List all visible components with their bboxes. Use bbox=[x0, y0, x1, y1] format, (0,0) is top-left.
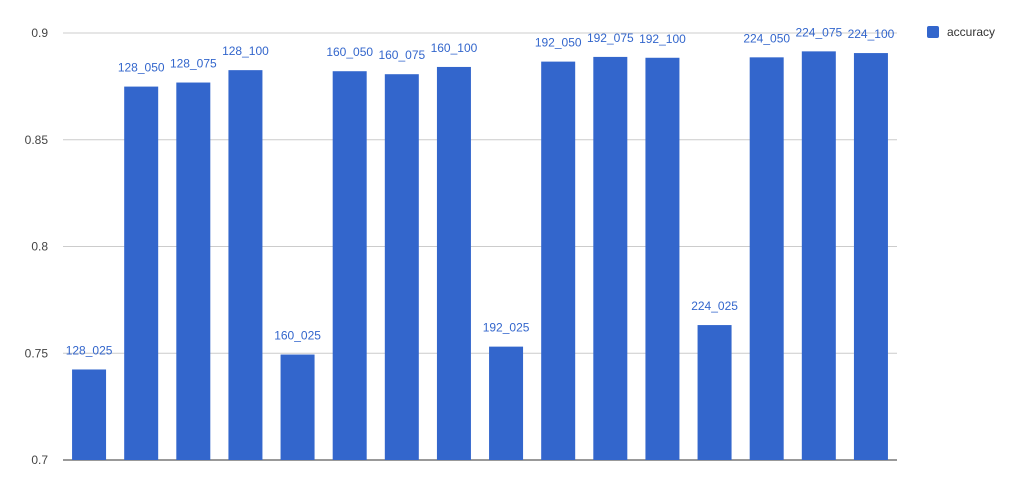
bar-label-224_075: 224_075 bbox=[795, 25, 842, 39]
y-axis-ticks: 0.7 0.75 0.8 0.85 0.9 bbox=[25, 26, 49, 467]
bar-label-160_075: 160_075 bbox=[378, 48, 425, 62]
bar-label-224_050: 224_050 bbox=[743, 31, 790, 45]
legend-swatch bbox=[927, 26, 939, 38]
bar-label-160_050: 160_050 bbox=[326, 45, 373, 59]
bar-224_050 bbox=[749, 57, 784, 461]
bar-224_075 bbox=[801, 51, 836, 461]
bar-label-128_075: 128_075 bbox=[170, 57, 217, 71]
legend: accuracy bbox=[927, 25, 995, 39]
bar-128_025 bbox=[72, 369, 107, 460]
y-tick-label: 0.85 bbox=[25, 133, 49, 147]
bar-label-128_050: 128_050 bbox=[118, 61, 165, 75]
y-tick-label: 0.9 bbox=[31, 26, 48, 40]
bar-labels: 128_025 128_050 128_075 128_100 160_025 160_0… bbox=[66, 25, 895, 357]
bar-160_025 bbox=[280, 354, 315, 460]
bar-160_075 bbox=[384, 74, 419, 460]
bar-224_100 bbox=[853, 53, 888, 460]
bar-label-192_025: 192_025 bbox=[483, 321, 530, 335]
bar-160_100 bbox=[436, 66, 471, 460]
bar-label-224_100: 224_100 bbox=[848, 27, 895, 41]
bar-label-128_025: 128_025 bbox=[66, 343, 113, 357]
bar-192_025 bbox=[489, 346, 524, 460]
bar-192_050 bbox=[541, 61, 576, 460]
bar-label-192_075: 192_075 bbox=[587, 31, 634, 45]
bar-128_100 bbox=[228, 70, 263, 461]
bar-192_075 bbox=[593, 56, 628, 461]
bar-label-160_100: 160_100 bbox=[431, 41, 478, 55]
bar-label-160_025: 160_025 bbox=[274, 329, 321, 343]
bar-128_075 bbox=[176, 82, 211, 461]
bar-label-192_050: 192_050 bbox=[535, 36, 582, 50]
legend-label: accuracy bbox=[947, 25, 996, 39]
bars bbox=[72, 51, 888, 461]
bar-label-224_025: 224_025 bbox=[691, 299, 738, 313]
bar-label-192_100: 192_100 bbox=[639, 32, 686, 46]
y-tick-label: 0.75 bbox=[25, 346, 49, 360]
bar-224_025 bbox=[697, 325, 732, 460]
y-tick-label: 0.7 bbox=[31, 453, 48, 467]
bar-label-128_100: 128_100 bbox=[222, 44, 269, 58]
y-tick-label: 0.8 bbox=[31, 240, 48, 254]
bar-160_050 bbox=[332, 71, 367, 461]
bar-128_050 bbox=[124, 86, 159, 460]
bar-192_100 bbox=[645, 57, 680, 461]
